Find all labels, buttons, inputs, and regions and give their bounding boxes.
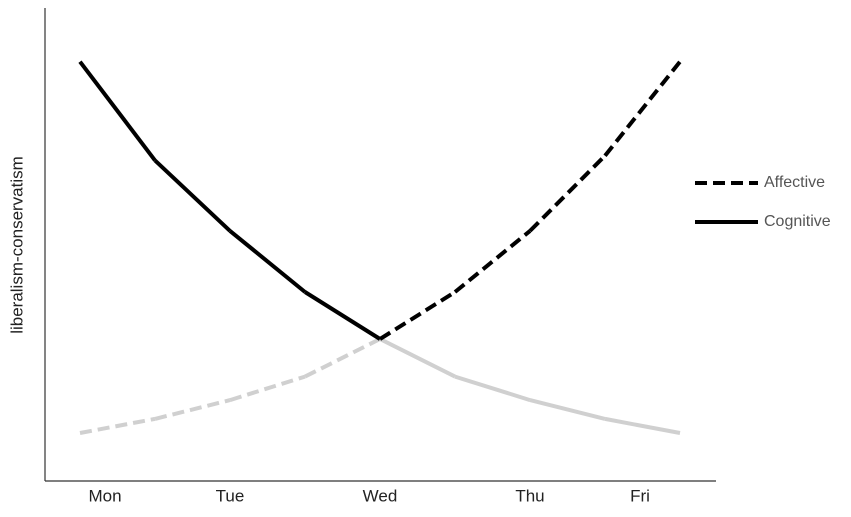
- legend-label: Cognitive: [764, 213, 831, 230]
- line-segment: [604, 416, 681, 435]
- line-segment: [529, 398, 606, 421]
- line-segment: [229, 374, 306, 403]
- x-tick-label: Thu: [515, 486, 544, 505]
- line-segment: [454, 374, 531, 403]
- x-tick-label: Fri: [630, 486, 650, 505]
- line-segment: [303, 290, 382, 341]
- x-tick-label: Wed: [363, 486, 398, 505]
- line-segment: [78, 60, 157, 162]
- y-axis-label: liberalism-conservatism: [7, 156, 26, 334]
- line-segment: [304, 337, 381, 379]
- line-segment: [379, 337, 456, 379]
- line-segment: [79, 416, 156, 435]
- line-segment: [528, 154, 607, 233]
- line-segment: [378, 290, 457, 341]
- legend-label: Affective: [764, 174, 825, 191]
- line-segment: [603, 60, 682, 157]
- line-segment: [228, 229, 307, 294]
- line-segment: [453, 229, 532, 294]
- x-tick-label: Tue: [216, 486, 245, 505]
- x-tick-label: Mon: [88, 486, 121, 505]
- line-segment: [153, 158, 232, 233]
- line-segment: [154, 398, 231, 421]
